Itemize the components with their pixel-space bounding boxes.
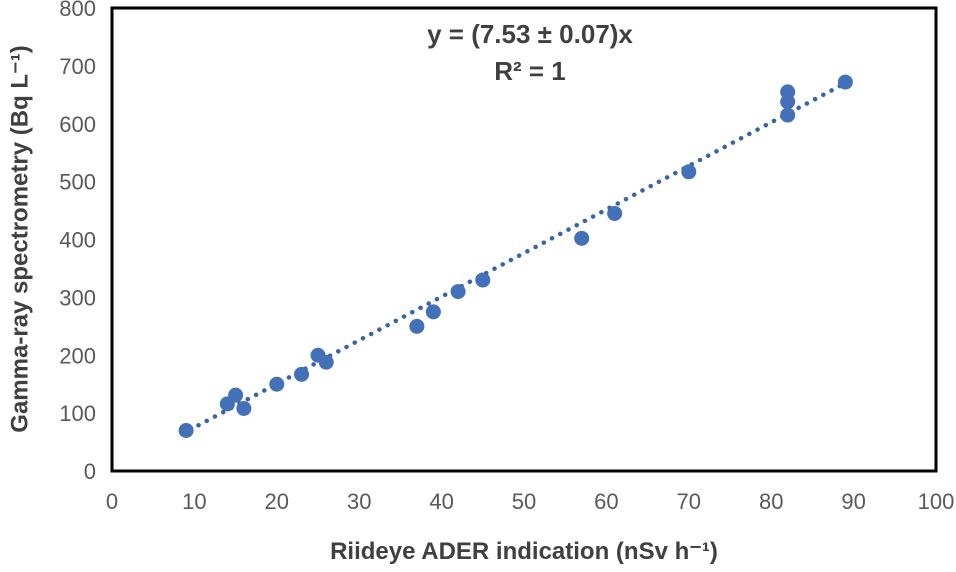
data-point bbox=[318, 354, 334, 370]
data-point bbox=[228, 387, 244, 403]
y-tick-label: 200 bbox=[59, 343, 96, 368]
y-tick-label: 600 bbox=[59, 112, 96, 137]
y-tick-label: 500 bbox=[59, 170, 96, 195]
y-tick-label: 800 bbox=[59, 0, 96, 21]
data-point bbox=[607, 205, 623, 221]
data-point bbox=[475, 272, 491, 288]
y-axis-title: Gamma-ray spectrometry (Bq L⁻¹) bbox=[6, 45, 34, 433]
y-tick-label: 100 bbox=[59, 401, 96, 426]
data-point bbox=[269, 376, 285, 392]
data-point bbox=[780, 94, 796, 110]
x-tick-label: 0 bbox=[106, 489, 118, 514]
y-tick-label: 300 bbox=[59, 285, 96, 310]
data-point bbox=[450, 284, 466, 300]
data-point bbox=[294, 366, 310, 382]
x-tick-label: 80 bbox=[759, 489, 783, 514]
data-point bbox=[681, 164, 697, 180]
y-tick-label: 400 bbox=[59, 228, 96, 253]
x-tick-label: 50 bbox=[512, 489, 536, 514]
x-tick-label: 40 bbox=[429, 489, 453, 514]
data-point bbox=[425, 304, 441, 320]
y-tick-label: 700 bbox=[59, 54, 96, 79]
data-point bbox=[178, 422, 194, 438]
data-point bbox=[574, 230, 590, 246]
data-point bbox=[236, 400, 252, 416]
y-tick-label: 0 bbox=[84, 459, 96, 484]
x-tick-label: 60 bbox=[594, 489, 618, 514]
data-point bbox=[837, 74, 853, 90]
x-tick-label: 30 bbox=[347, 489, 371, 514]
plot-border bbox=[110, 6, 938, 473]
x-tick-label: 70 bbox=[677, 489, 701, 514]
x-tick-label: 20 bbox=[265, 489, 289, 514]
x-tick-label: 100 bbox=[918, 489, 955, 514]
x-tick-label: 90 bbox=[841, 489, 865, 514]
x-tick-label: 10 bbox=[182, 489, 206, 514]
data-point bbox=[409, 318, 425, 334]
x-axis-title: Riideye ADER indication (nSv h⁻¹) bbox=[330, 538, 718, 565]
data-point bbox=[780, 107, 796, 123]
